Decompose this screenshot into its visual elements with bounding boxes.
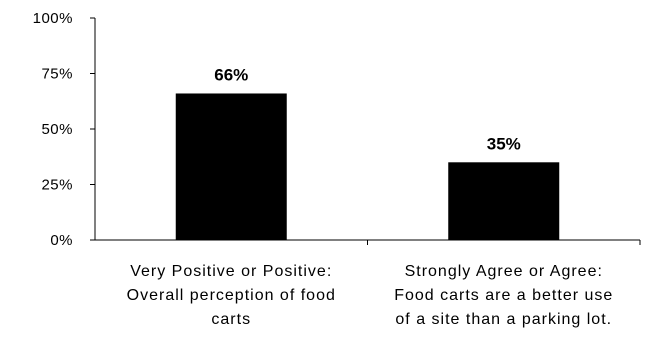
x-category-label: Food carts are a better use [394, 287, 613, 304]
x-category-label: Very Positive or Positive: [130, 263, 332, 280]
y-tick-label: 0% [50, 232, 73, 249]
x-category-label: carts [211, 311, 251, 328]
bar-value-label: 35% [487, 134, 521, 153]
x-category-label: of a site than a parking lot. [395, 311, 612, 328]
y-tick-label: 50% [41, 121, 73, 138]
x-axis [95, 239, 641, 245]
x-category-label: Overall perception of food [127, 287, 336, 304]
y-axis: 0% 25% 50% 75% 100% [33, 10, 96, 249]
y-tick-label: 100% [33, 10, 73, 27]
y-tick-label: 75% [41, 66, 73, 83]
bar [175, 93, 287, 240]
x-category-label: Strongly Agree or Agree: [405, 263, 603, 280]
bars [175, 93, 560, 240]
data-labels: 66% 35% [214, 65, 521, 153]
category-labels: Very Positive or Positive: Overall percep… [127, 263, 613, 328]
bar [448, 162, 560, 240]
y-tick-label: 25% [41, 177, 73, 194]
bar-value-label: 66% [214, 65, 248, 84]
